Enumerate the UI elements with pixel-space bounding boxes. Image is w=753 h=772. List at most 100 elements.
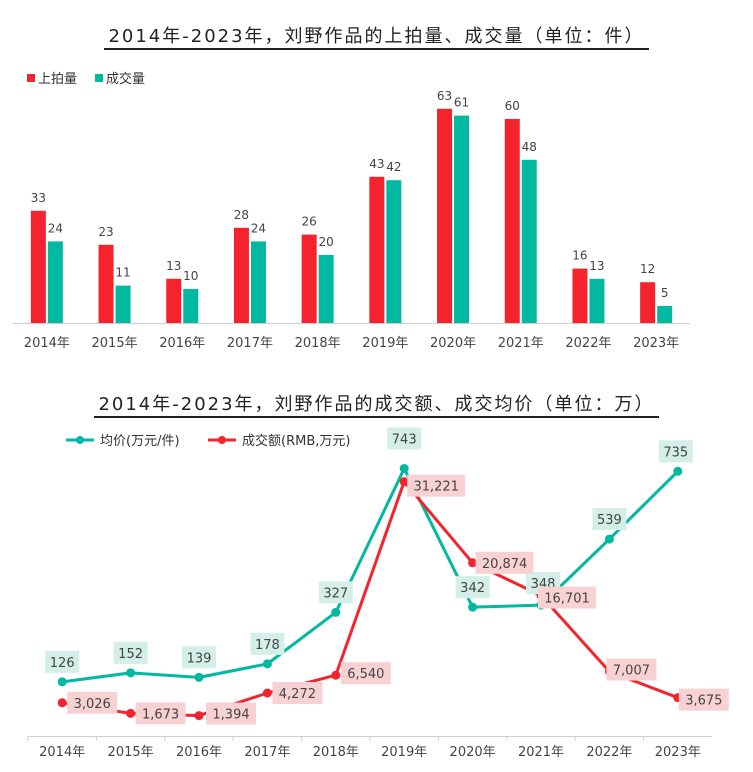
bar-1-2022年 bbox=[572, 268, 588, 323]
legend-label-1: 上拍量 bbox=[38, 72, 77, 87]
x-tick-label: 2019年 bbox=[381, 745, 427, 760]
data-label-bg-2-2018年 bbox=[340, 662, 391, 685]
legend-label-2: 成交量 bbox=[106, 71, 145, 87]
data-label-bg-1-2016年 bbox=[182, 646, 216, 669]
bar-value-label-2-2018年: 20 bbox=[319, 235, 334, 249]
data-label-2-2014年: 3,026 bbox=[74, 697, 111, 712]
data-label-bg-1-2022年 bbox=[592, 508, 627, 531]
bar-value-label-2-2021年: 48 bbox=[522, 140, 537, 154]
bar-2-2018年 bbox=[318, 255, 334, 323]
bar-1-2017年 bbox=[233, 227, 249, 323]
data-label-1-2022年: 539 bbox=[597, 513, 622, 528]
x-tick-label: 2021年 bbox=[518, 745, 564, 760]
data-label-bg-2-2017年 bbox=[272, 681, 323, 704]
bar-value-label-2-2014年: 24 bbox=[48, 221, 63, 235]
bar-chart-title: 2014年-2023年，刘野作品的上拍量、成交量（单位：件） bbox=[0, 22, 753, 50]
x-tick-label: 2023年 bbox=[633, 336, 679, 351]
x-tick-label: 2017年 bbox=[244, 745, 290, 760]
data-label-bg-1-2014年 bbox=[45, 650, 80, 673]
legend-swatch-1 bbox=[27, 74, 35, 82]
data-label-2-2018年: 6,540 bbox=[347, 667, 384, 682]
data-label-bg-2-2023年 bbox=[678, 688, 729, 711]
bar-value-label-1-2020年: 63 bbox=[437, 89, 452, 103]
data-label-bg-2-2020年 bbox=[475, 551, 534, 574]
bar-1-2019年 bbox=[369, 176, 385, 323]
point-2-2018年 bbox=[331, 670, 341, 680]
point-2-2020年 bbox=[468, 558, 478, 568]
bar-value-label-2-2016年: 10 bbox=[183, 269, 198, 283]
series-line-1 bbox=[62, 467, 679, 684]
data-label-2-2015年: 1,673 bbox=[142, 707, 179, 722]
x-tick-label: 2014年 bbox=[39, 745, 85, 760]
legend-label-2: 成交额(RMB,万元) bbox=[242, 433, 350, 449]
point-2-2017年 bbox=[262, 688, 272, 698]
data-label-bg-1-2020年 bbox=[455, 576, 490, 599]
data-label-1-2015年: 152 bbox=[118, 647, 143, 662]
legend-label-1: 均价(万元/件) bbox=[100, 434, 180, 449]
data-label-1-2014年: 126 bbox=[50, 656, 75, 671]
legend-marker-1 bbox=[76, 436, 84, 444]
bar-1-2020年 bbox=[437, 108, 453, 323]
x-tick-label: 2020年 bbox=[450, 745, 496, 760]
bar-value-label-2-2020年: 61 bbox=[454, 96, 469, 110]
x-tick-label: 2021年 bbox=[498, 336, 544, 351]
bar-2-2022年 bbox=[589, 278, 605, 323]
x-tick-label: 2022年 bbox=[565, 336, 611, 351]
data-label-2-2020年: 20,874 bbox=[482, 557, 528, 572]
bar-2-2017年 bbox=[250, 241, 266, 323]
line-chart-title: 2014年-2023年，刘野作品的成交额、成交均价（单位：万） bbox=[0, 390, 753, 418]
point-2-2015年 bbox=[126, 708, 136, 718]
bar-1-2018年 bbox=[301, 234, 317, 323]
bar-2-2014年 bbox=[47, 241, 63, 323]
point-1-2014年 bbox=[57, 677, 67, 687]
data-label-bg-2-2015年 bbox=[135, 702, 186, 725]
data-label-1-2018年: 327 bbox=[323, 586, 348, 601]
x-tick-label: 2015年 bbox=[108, 745, 154, 760]
x-tick-label: 2016年 bbox=[176, 745, 222, 760]
bar-1-2016年 bbox=[166, 278, 182, 323]
x-tick-label: 2020年 bbox=[430, 336, 476, 351]
data-label-bg-2-2022年 bbox=[606, 658, 657, 681]
point-1-2017年 bbox=[262, 659, 272, 669]
bar-value-label-1-2018年: 26 bbox=[302, 215, 317, 229]
data-label-1-2023年: 735 bbox=[663, 445, 688, 460]
bar-value-label-1-2014年: 33 bbox=[31, 191, 46, 205]
bar-value-label-1-2016年: 13 bbox=[166, 259, 181, 273]
bar-value-label-2-2019年: 42 bbox=[386, 160, 401, 174]
data-label-bg-2-2019年 bbox=[407, 474, 466, 497]
x-tick-label: 2022年 bbox=[586, 745, 632, 760]
legend-swatch-2 bbox=[95, 74, 103, 82]
data-label-2-2016年: 1,394 bbox=[212, 708, 249, 723]
data-label-bg-2-2016年 bbox=[206, 702, 256, 725]
bar-value-label-1-2017年: 28 bbox=[234, 208, 249, 222]
data-label-bg-1-2019年 bbox=[387, 427, 422, 450]
x-tick-label: 2018年 bbox=[313, 745, 359, 760]
bar-value-label-1-2023年: 12 bbox=[640, 262, 655, 276]
bar-value-label-2-2023年: 5 bbox=[661, 286, 669, 300]
x-tick-label: 2018年 bbox=[295, 336, 341, 351]
data-label-1-2017年: 178 bbox=[255, 638, 280, 653]
data-label-bg-1-2023年 bbox=[658, 440, 693, 463]
data-label-2-2022年: 7,007 bbox=[613, 664, 650, 679]
x-tick-label: 2019年 bbox=[362, 336, 408, 351]
bar-1-2014年 bbox=[30, 210, 46, 323]
bar-2-2021年 bbox=[521, 159, 537, 323]
data-label-2-2023年: 3,675 bbox=[685, 694, 722, 709]
x-tick-label: 2014年 bbox=[24, 336, 70, 351]
data-label-1-2019年: 743 bbox=[392, 433, 417, 448]
bar-value-label-2-2015年: 11 bbox=[115, 266, 130, 280]
data-label-bg-2-2014年 bbox=[67, 691, 118, 714]
bar-1-2015年 bbox=[98, 244, 114, 323]
data-label-2-2019年: 31,221 bbox=[413, 480, 459, 495]
bar-2-2015年 bbox=[115, 285, 131, 323]
bar-value-label-1-2019年: 43 bbox=[369, 157, 384, 171]
x-tick-label: 2015年 bbox=[92, 336, 138, 351]
data-label-bg-1-2017年 bbox=[250, 632, 285, 655]
point-1-2023年 bbox=[673, 466, 683, 476]
bar-2-2016年 bbox=[183, 289, 199, 323]
point-1-2015年 bbox=[126, 668, 136, 678]
bar-2-2019年 bbox=[386, 180, 402, 323]
bar-value-label-1-2015年: 23 bbox=[98, 225, 113, 239]
bar-1-2023年 bbox=[640, 282, 656, 323]
